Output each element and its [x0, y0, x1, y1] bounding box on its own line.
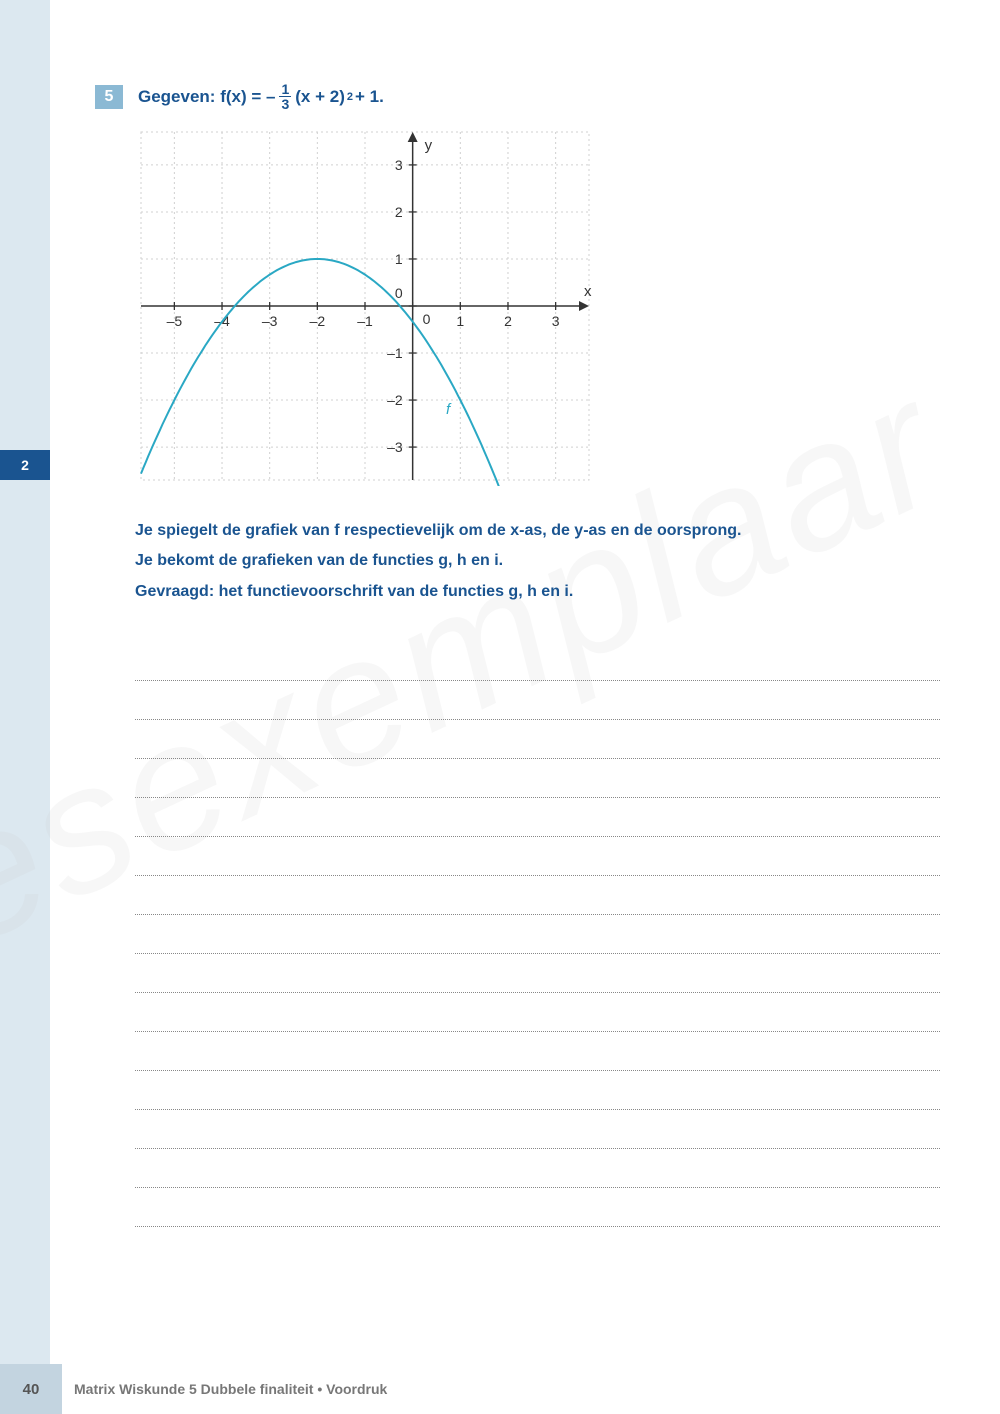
answer-line: [135, 642, 940, 681]
answer-line: [135, 759, 940, 798]
svg-text:–2: –2: [310, 313, 326, 329]
answer-line: [135, 993, 940, 1032]
answer-line: [135, 837, 940, 876]
formula-exponent: 2: [347, 91, 353, 103]
answer-line: [135, 798, 940, 837]
svg-text:–1: –1: [357, 313, 373, 329]
svg-text:2: 2: [504, 313, 512, 329]
svg-text:–3: –3: [262, 313, 278, 329]
function-chart: –5–4–3–2–1123–3–2–112300xyf: [135, 126, 945, 491]
problem-number-badge: 5: [95, 85, 123, 109]
answer-line: [135, 1149, 940, 1188]
formula-prefix: Gegeven: f(x) = –: [138, 87, 275, 107]
footer-text: Matrix Wiskunde 5 Dubbele finaliteit • V…: [74, 1381, 387, 1397]
svg-text:0: 0: [423, 311, 431, 327]
svg-text:–3: –3: [387, 439, 403, 455]
problem-description: Je spiegelt de grafiek van f respectieve…: [135, 516, 945, 607]
formula-base: (x + 2): [295, 87, 345, 107]
svg-text:3: 3: [552, 313, 560, 329]
answer-line: [135, 954, 940, 993]
svg-text:–5: –5: [167, 313, 183, 329]
chart-svg: –5–4–3–2–1123–3–2–112300xyf: [135, 126, 595, 486]
svg-text:1: 1: [456, 313, 464, 329]
chapter-tab: 2: [0, 450, 50, 480]
description-line: Je bekomt de grafieken van de functies g…: [135, 546, 945, 576]
description-line: Gevraagd: het functievoorschrift van de …: [135, 577, 945, 607]
svg-text:3: 3: [395, 157, 403, 173]
svg-text:0: 0: [395, 285, 403, 301]
svg-text:–1: –1: [387, 345, 403, 361]
formula-fraction: 1 3: [279, 82, 291, 111]
svg-text:x: x: [584, 283, 592, 300]
svg-text:1: 1: [395, 251, 403, 267]
page-content: 5 Gegeven: f(x) = – 1 3 (x + 2)2 + 1. –5…: [95, 82, 945, 1227]
left-margin-strip: [0, 0, 50, 1414]
answer-line: [135, 1188, 940, 1227]
answer-line: [135, 876, 940, 915]
page-number: 40: [0, 1364, 62, 1414]
answer-line: [135, 915, 940, 954]
problem-header: 5 Gegeven: f(x) = – 1 3 (x + 2)2 + 1.: [95, 82, 945, 111]
answer-line: [135, 1032, 940, 1071]
svg-text:y: y: [425, 137, 433, 154]
svg-text:–2: –2: [387, 392, 403, 408]
fraction-denominator: 3: [279, 97, 291, 111]
answer-line: [135, 1110, 940, 1149]
answer-line: [135, 720, 940, 759]
page-footer: 40 Matrix Wiskunde 5 Dubbele finaliteit …: [0, 1364, 1000, 1414]
problem-formula: Gegeven: f(x) = – 1 3 (x + 2)2 + 1.: [138, 82, 384, 111]
svg-text:2: 2: [395, 204, 403, 220]
answer-line: [135, 681, 940, 720]
answer-line: [135, 1071, 940, 1110]
description-line: Je spiegelt de grafiek van f respectieve…: [135, 516, 945, 546]
fraction-numerator: 1: [279, 82, 291, 97]
answer-lines-area: [135, 642, 940, 1227]
formula-tail: + 1.: [355, 87, 384, 107]
